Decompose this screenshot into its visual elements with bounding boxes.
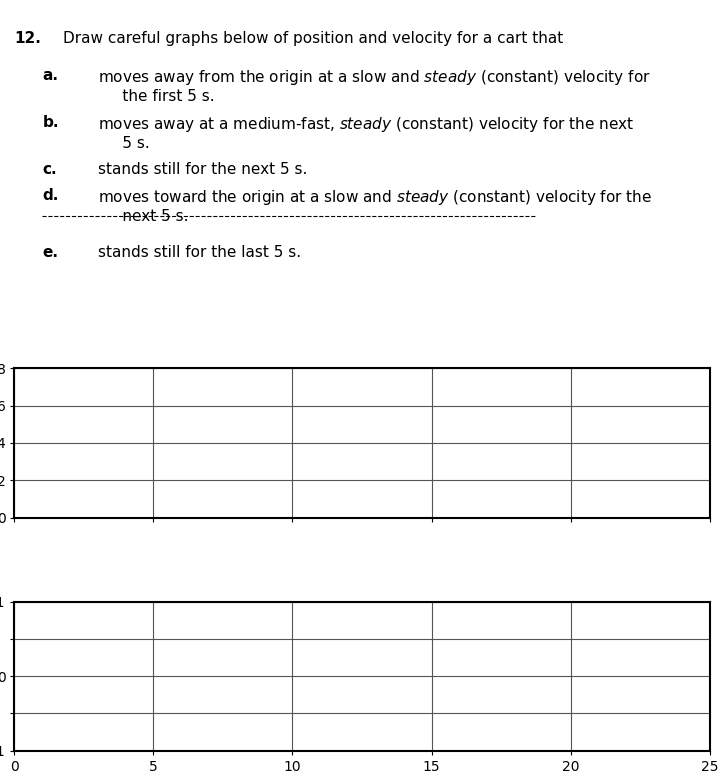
Text: stands still for the next 5 s.: stands still for the next 5 s. — [98, 162, 307, 176]
Text: moves away at a medium-fast, $\it{steady}$ (constant) velocity for the next
    : moves away at a medium-fast, $\it{steady… — [98, 115, 634, 151]
Text: e.: e. — [42, 245, 58, 260]
Text: c.: c. — [42, 162, 57, 176]
Text: b.: b. — [42, 115, 59, 129]
Text: stands still for the last 5 s.: stands still for the last 5 s. — [98, 245, 301, 260]
Text: moves toward the origin at a slow and $\it{steady}$ (constant) velocity for the
: moves toward the origin at a slow and $\… — [98, 188, 652, 224]
Text: 12.: 12. — [14, 31, 41, 46]
Text: a.: a. — [42, 67, 58, 83]
Text: Draw careful graphs below of position and velocity for a cart that: Draw careful graphs below of position an… — [63, 31, 563, 46]
Text: d.: d. — [42, 188, 59, 203]
Text: moves away from the origin at a slow and $\it{steady}$ (constant) velocity for
 : moves away from the origin at a slow and… — [98, 67, 651, 104]
